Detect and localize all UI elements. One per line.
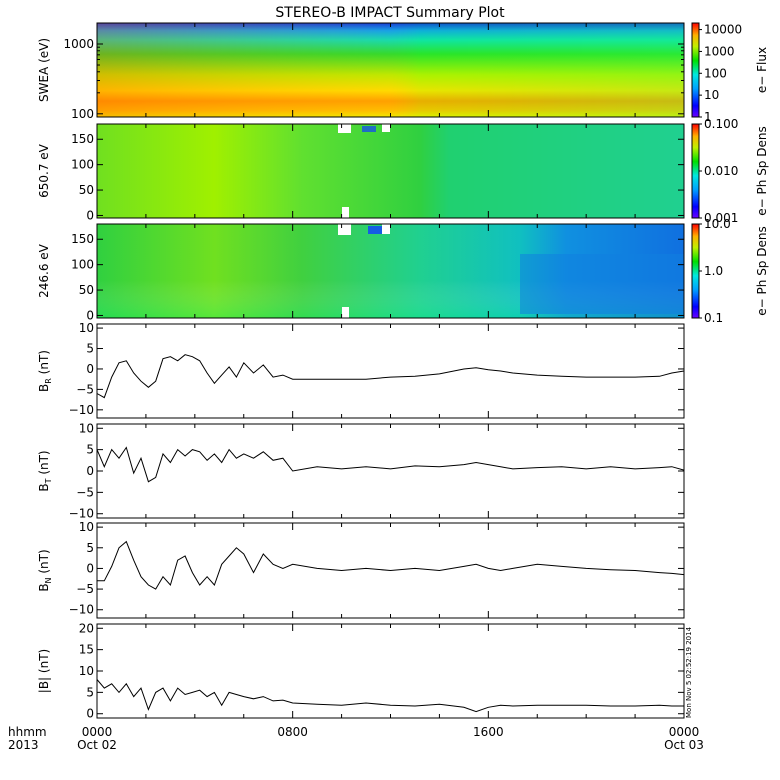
bt-ytick-label: 0 — [86, 464, 94, 478]
pad246-colorbar-title: e− Ph Sp Dens — [755, 226, 769, 315]
bt-trace — [96, 446, 685, 483]
generation-timestamp: Mon Nov 5 02:52:19 2014 — [685, 626, 693, 718]
bn-ytick-label: −10 — [69, 603, 94, 617]
pad246-colorbar-label: 10.0 — [704, 217, 731, 231]
pad650-data-gap — [342, 207, 349, 218]
pad650-blue-speck — [362, 126, 376, 132]
bmag-ytick-label: 0 — [86, 707, 94, 721]
bmag-ytick-label: 20 — [79, 621, 94, 635]
heatmap-images — [97, 23, 684, 318]
pad650-ytick-label: 50 — [79, 183, 94, 197]
pad246-data-gap — [342, 307, 349, 318]
xaxis-tick-label: 0800 — [277, 725, 308, 739]
br-ylabel-subscript: R — [44, 378, 53, 384]
swea-colorbar-title: e− Flux — [755, 47, 769, 93]
pad246-low-patch — [520, 254, 684, 314]
bt-ytick-label: 5 — [86, 443, 94, 457]
bt-ytick-label: 10 — [79, 421, 94, 435]
swea-colorbar-label: 10 — [704, 88, 719, 102]
swea-colorbar-label: 100 — [704, 66, 727, 80]
pad650-colorbar-label: 0.100 — [704, 117, 738, 131]
bn-ylabel-unit: (nT) — [37, 549, 51, 577]
bmag-ytick-label: 10 — [79, 664, 94, 678]
pad246-colorbar — [691, 223, 700, 319]
br-ytick-label: 5 — [86, 342, 94, 356]
bn-ylabel-subscript: N — [44, 577, 53, 583]
swea-colorbar-label: 1 — [704, 110, 712, 124]
pad246-ytick-label: 0 — [86, 308, 94, 322]
pad246-data-gap — [382, 224, 390, 234]
swea-colorbar-label: 1000 — [704, 44, 735, 58]
bt-ylabel-subscript: T — [44, 478, 53, 484]
bmag-ylabel: |B| (nT) — [37, 649, 51, 693]
pad650-colorbar-label: 0.001 — [704, 211, 738, 225]
pad246-ytick-label: 50 — [79, 283, 94, 297]
xaxis-legend-bottom: 2013 — [8, 738, 39, 752]
pad246-colorbar-label: 1.0 — [704, 264, 723, 278]
bt-ytick-label: −5 — [76, 485, 94, 499]
pad650-spectrogram — [97, 124, 684, 218]
xaxis-tick-label: 0000 — [82, 725, 113, 739]
br-ytick-label: −5 — [76, 382, 94, 396]
plot-title: STEREO-B IMPACT Summary Plot — [275, 5, 505, 21]
pad650-data-gap — [382, 124, 390, 132]
pad246-colorbar-label: 0.1 — [704, 311, 723, 325]
pad650-ytick-label: 100 — [71, 158, 94, 172]
pad246-ytick-label: 100 — [71, 258, 94, 272]
bn-ytick-label: 10 — [79, 520, 94, 534]
swea-ytick-label: 100 — [71, 107, 94, 121]
pad246-ylabel: 246.6 eV — [37, 243, 51, 298]
colorbars — [691, 22, 700, 319]
pad650-ylabel: 650.7 eV — [37, 143, 51, 198]
pad650-ytick-label: 150 — [71, 132, 94, 146]
pad650-colorbar-label: 0.010 — [704, 164, 738, 178]
bt-ylabel: BT (nT) — [37, 450, 53, 491]
swea-ylabel: SWEA (eV) — [37, 38, 51, 102]
xaxis-date-label: Oct 03 — [664, 738, 704, 752]
xaxis-legend-top: hhmm — [8, 725, 47, 739]
br-ytick-label: −10 — [69, 403, 94, 417]
swea-ytick-label: 1000 — [63, 37, 94, 51]
swea-colorbar-label: 10000 — [704, 23, 742, 37]
bmag-ytick-label: 5 — [86, 685, 94, 699]
br-ytick-label: 0 — [86, 362, 94, 376]
bn-ytick-label: −5 — [76, 582, 94, 596]
pad650-colorbar — [691, 123, 700, 219]
xaxis-date-label: Oct 02 — [77, 738, 117, 752]
br-ytick-label: 10 — [79, 321, 94, 335]
pad650-ytick-label: 0 — [86, 208, 94, 222]
br-ylabel: BR (nT) — [37, 350, 53, 392]
br-trace — [96, 354, 685, 399]
bn-trace — [97, 540, 685, 590]
pad246-data-gap — [338, 224, 351, 235]
pad650-colorbar-title: e− Ph Sp Dens — [755, 126, 769, 215]
bn-ytick-label: 0 — [86, 561, 94, 575]
swea-spectrogram-shading — [97, 23, 684, 117]
bn-ylabel: BN (nT) — [37, 549, 53, 591]
br-frame — [96, 323, 685, 419]
br-ylabel-unit: (nT) — [37, 350, 51, 378]
bmag-ytick-label: 15 — [79, 643, 94, 657]
bt-frame — [96, 423, 685, 519]
bmag-trace — [96, 679, 684, 713]
bn-ytick-label: 5 — [86, 541, 94, 555]
pad650-data-gap — [338, 124, 351, 133]
bt-ytick-label: −10 — [69, 507, 94, 521]
pad246-ytick-label: 150 — [71, 232, 94, 246]
xaxis-tick-label: 0000 — [669, 725, 700, 739]
bt-ylabel-unit: (nT) — [37, 450, 51, 478]
pad246-blue-speck — [368, 226, 382, 234]
xaxis-tick-label: 1600 — [473, 725, 504, 739]
swea-colorbar — [691, 22, 700, 118]
bmag-frame — [96, 623, 685, 719]
